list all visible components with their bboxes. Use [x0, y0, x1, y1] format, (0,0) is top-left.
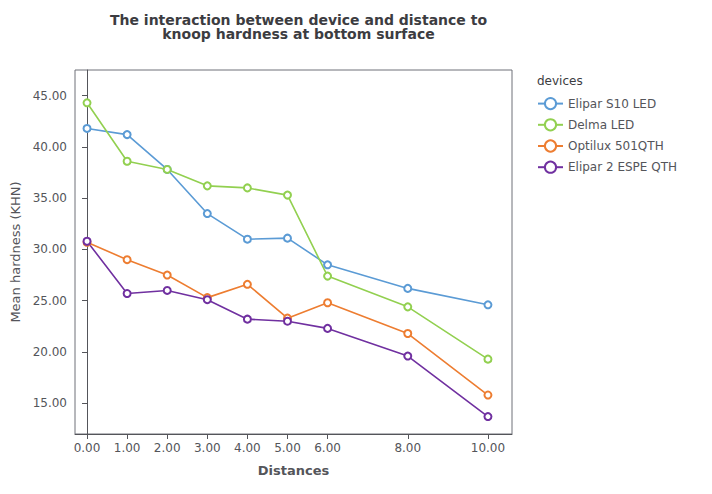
svg-text:Mean hardness (KHN): Mean hardness (KHN) [8, 181, 23, 322]
svg-text:10.00: 10.00 [471, 441, 505, 455]
svg-text:devices: devices [537, 74, 583, 88]
svg-text:Elipar 2 ESPE QTH: Elipar 2 ESPE QTH [568, 160, 677, 174]
svg-text:8.00: 8.00 [394, 441, 421, 455]
svg-text:5.00: 5.00 [274, 441, 301, 455]
svg-text:1.00: 1.00 [114, 441, 141, 455]
svg-text:35.00: 35.00 [33, 191, 67, 205]
svg-text:2.00: 2.00 [154, 441, 181, 455]
svg-text:0.00: 0.00 [74, 441, 101, 455]
svg-text:The interaction between device: The interaction between device and dista… [110, 12, 487, 28]
svg-text:15.00: 15.00 [33, 396, 67, 410]
svg-text:40.00: 40.00 [33, 140, 67, 154]
svg-text:Distances: Distances [258, 463, 330, 478]
svg-text:knoop hardness at bottom surfa: knoop hardness at bottom surface [162, 26, 434, 42]
svg-text:6.00: 6.00 [314, 441, 341, 455]
svg-text:30.00: 30.00 [33, 242, 67, 256]
svg-text:45.00: 45.00 [33, 89, 67, 103]
svg-text:Elipar S10 LED: Elipar S10 LED [568, 97, 656, 111]
svg-text:Optilux 501QTH: Optilux 501QTH [568, 139, 664, 153]
svg-text:25.00: 25.00 [33, 294, 67, 308]
svg-text:3.00: 3.00 [194, 441, 221, 455]
svg-text:Delma LED: Delma LED [568, 118, 634, 132]
svg-text:20.00: 20.00 [33, 345, 67, 359]
svg-text:4.00: 4.00 [234, 441, 261, 455]
